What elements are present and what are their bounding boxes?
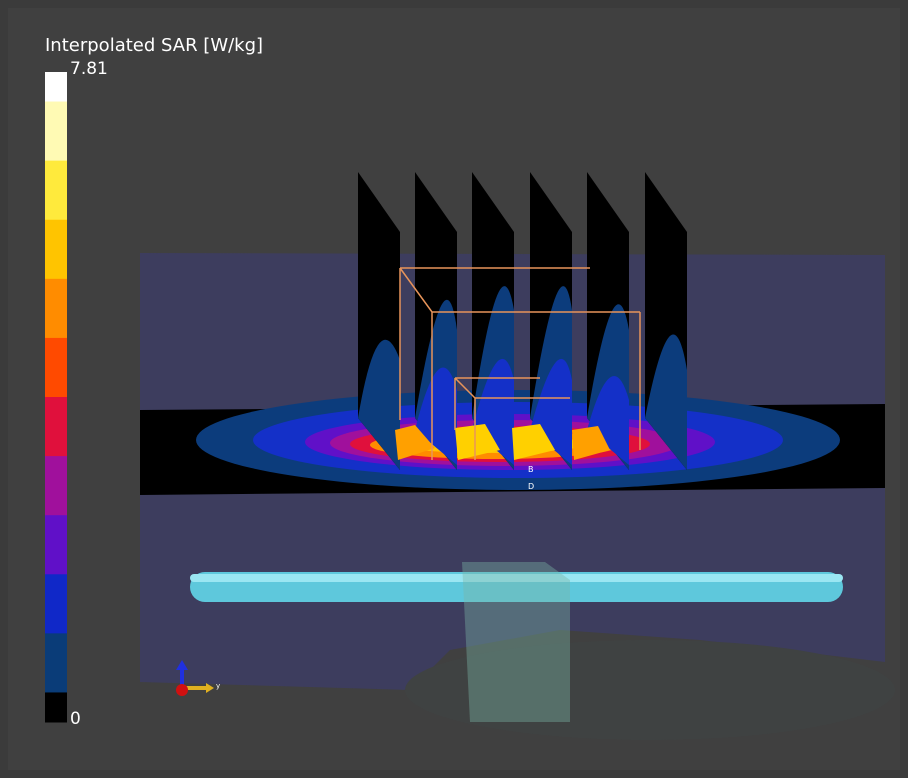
marker-label: B <box>528 465 534 474</box>
colorbar-segment <box>45 692 67 722</box>
colorbar-segment <box>45 279 67 339</box>
scene: B D y Interpolated SAR [W/kg] 7.81 0 <box>0 0 908 778</box>
box <box>462 562 570 722</box>
triad-label: y <box>216 682 220 690</box>
colorbar-min: 0 <box>70 709 81 729</box>
colorbar-max: 7.81 <box>70 59 108 79</box>
colorbar-segment <box>45 574 67 634</box>
colorbar-segment <box>45 161 67 221</box>
colorbar-segment <box>45 397 67 457</box>
viewport: B D y Interpolated SAR [W/kg] 7.81 0 <box>0 0 908 778</box>
colorbar-title: Interpolated SAR [W/kg] <box>45 35 263 56</box>
marker-label: D <box>528 482 534 491</box>
colorbar-segment <box>45 633 67 693</box>
colorbar-segment <box>45 102 67 162</box>
colorbar-segment <box>45 515 67 575</box>
colorbar-segment <box>45 456 67 516</box>
colorbar-segment <box>45 338 67 398</box>
colorbar-segment <box>45 220 67 280</box>
colorbar <box>45 72 67 723</box>
colorbar-segment <box>45 72 67 102</box>
